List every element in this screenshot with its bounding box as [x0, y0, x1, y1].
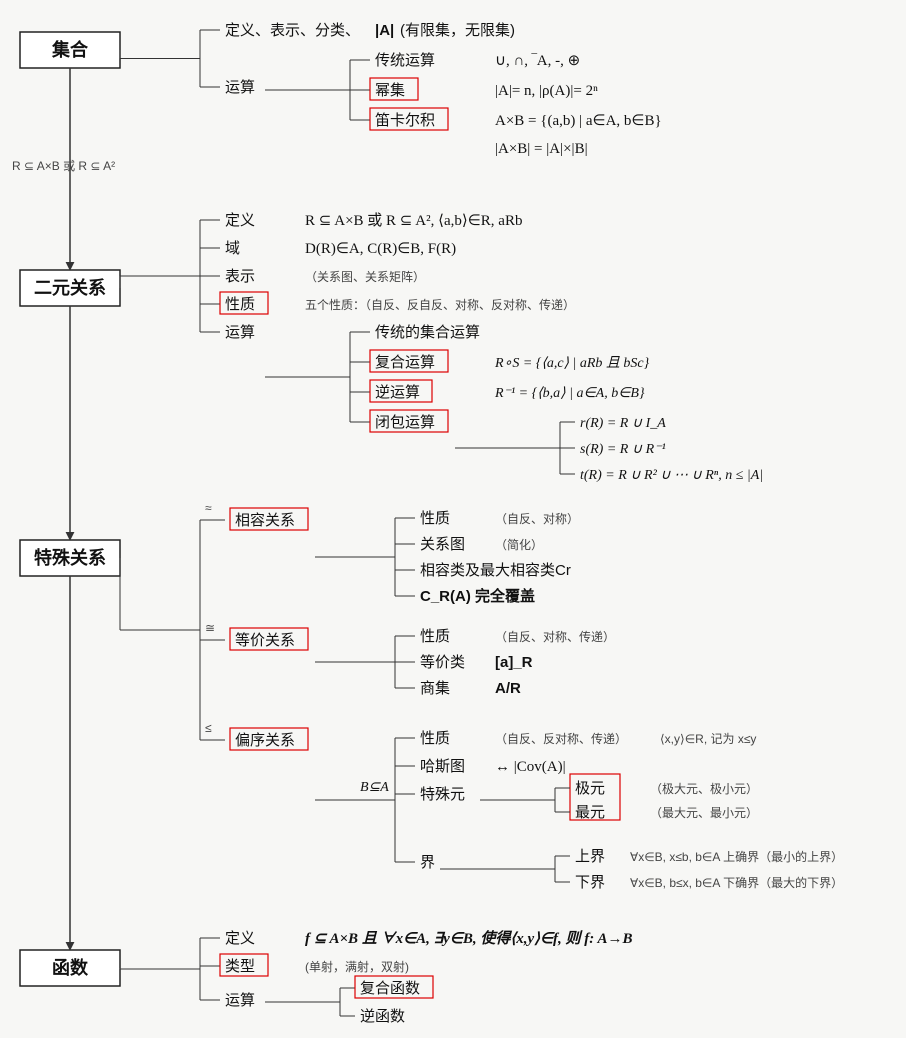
label: 最元	[575, 804, 605, 821]
label: |A×B| = |A|×|B|	[495, 141, 588, 157]
label: 域	[225, 240, 240, 257]
label: ∪, ∩, ‾A, -, ⊕	[495, 53, 580, 69]
label: R ⊆ A×B 或 R ⊆ A², ⟨a,b⟩∈R, aRb	[305, 212, 522, 229]
label: 特殊元	[420, 786, 465, 803]
label: ↔ |Cov(A)|	[495, 759, 566, 775]
label: 复合函数	[360, 979, 420, 997]
label: |A|	[375, 22, 394, 39]
label: （自反、对称、传递）	[495, 629, 615, 644]
label: 表示	[225, 268, 255, 285]
label: （关系图、关系矩阵）	[305, 270, 425, 284]
label: 商集	[420, 680, 450, 697]
label: 上界	[575, 848, 605, 865]
label: 运算	[225, 323, 255, 341]
set-ops-label: 运算	[225, 78, 255, 96]
label: 幂集	[375, 82, 405, 99]
label: 性质	[420, 730, 450, 747]
label: |A|= n, |ρ(A)|= 2ⁿ	[495, 83, 598, 99]
label: (单射，满射，双射)	[305, 959, 409, 974]
set-def-label: 定义、表示、分类、	[225, 22, 360, 39]
label: 性质	[420, 510, 450, 527]
label: （自反、反对称、传递）	[495, 731, 627, 746]
label: B⊆A	[360, 780, 389, 795]
side-note: R ⊆ A×B 或 R ⊆ A²	[12, 159, 115, 173]
main-node-label: 二元关系	[34, 277, 106, 298]
label: 偏序关系	[235, 732, 295, 749]
label: ≤	[205, 721, 212, 735]
label: 性质	[420, 628, 450, 645]
label: C_R(A) 完全覆盖	[420, 587, 535, 605]
label: 复合运算	[375, 353, 435, 371]
label: ∀x∈B, x≤b, b∈A 上确界（最小的上界）	[630, 849, 843, 864]
main-node-label: 集合	[51, 39, 89, 60]
label: 定义	[225, 212, 255, 229]
label: r(R) = R ∪ I_A	[580, 416, 666, 431]
label: （最大元、最小元）	[650, 806, 758, 820]
label: 五个性质：（自反、反自反、对称、反对称、传递）	[305, 297, 575, 312]
label: 极元	[575, 780, 605, 797]
label: 界	[420, 854, 435, 871]
label: （极大元、极小元）	[650, 782, 758, 796]
label: ∀x∈B, b≤x, b∈A 下确界（最大的下界）	[630, 875, 843, 890]
label: R∘S = {⟨a,c⟩ | aRb 且 bSc}	[494, 356, 650, 371]
label: (有限集，无限集)	[400, 22, 515, 39]
label: （简化）	[495, 538, 543, 552]
label: 下界	[575, 874, 605, 891]
label: 传统运算	[375, 51, 435, 69]
label: [a]_R	[495, 654, 533, 671]
label: ⟨x,y⟩∈R, 记为 x≤y	[660, 732, 756, 746]
label: 定义	[225, 930, 255, 947]
label: 类型	[225, 958, 255, 975]
label: 笛卡尔积	[375, 112, 435, 129]
label: A×B = {(a,b) | a∈A, b∈B}	[495, 113, 662, 129]
label: 相容类及最大相容类Cr	[420, 562, 571, 579]
label: f ⊆ A×B 且 ∀x∈A, ∃y∈B, 使得⟨x,y⟩∈f, 则 f: A→…	[305, 930, 632, 947]
label: 逆运算	[375, 383, 420, 401]
label: 逆函数	[360, 1008, 405, 1025]
label: D(R)∈A, C(R)∈B, F(R)	[305, 241, 456, 257]
diagram-canvas: 集合二元关系特殊关系函数 R ⊆ A×B 或 R ⊆ A² 定义、表示、分类、 |A|…	[0, 0, 906, 1038]
main-node-label: 特殊关系	[34, 547, 106, 568]
label: s(R) = R ∪ R⁻¹	[580, 442, 666, 457]
label: 性质	[225, 296, 255, 313]
label: 等价类	[420, 653, 465, 671]
label: ≈	[205, 501, 212, 515]
label: 传统的集合运算	[375, 323, 480, 341]
label: t(R) = R ∪ R² ∪ ⋯ ∪ Rⁿ, n ≤ |A|	[580, 468, 763, 483]
label: （自反、对称）	[495, 512, 579, 526]
label: 运算	[225, 991, 255, 1009]
label: 闭包运算	[375, 413, 435, 431]
main-node-label: 函数	[52, 957, 89, 978]
label: 等价关系	[235, 631, 295, 649]
label: R⁻¹ = {⟨b,a⟩ | a∈A, b∈B}	[494, 386, 645, 401]
label: 相容关系	[235, 512, 295, 529]
label: A/R	[495, 680, 521, 697]
label: 关系图	[420, 536, 465, 553]
label: ≅	[205, 621, 215, 635]
label: 哈斯图	[420, 758, 465, 775]
